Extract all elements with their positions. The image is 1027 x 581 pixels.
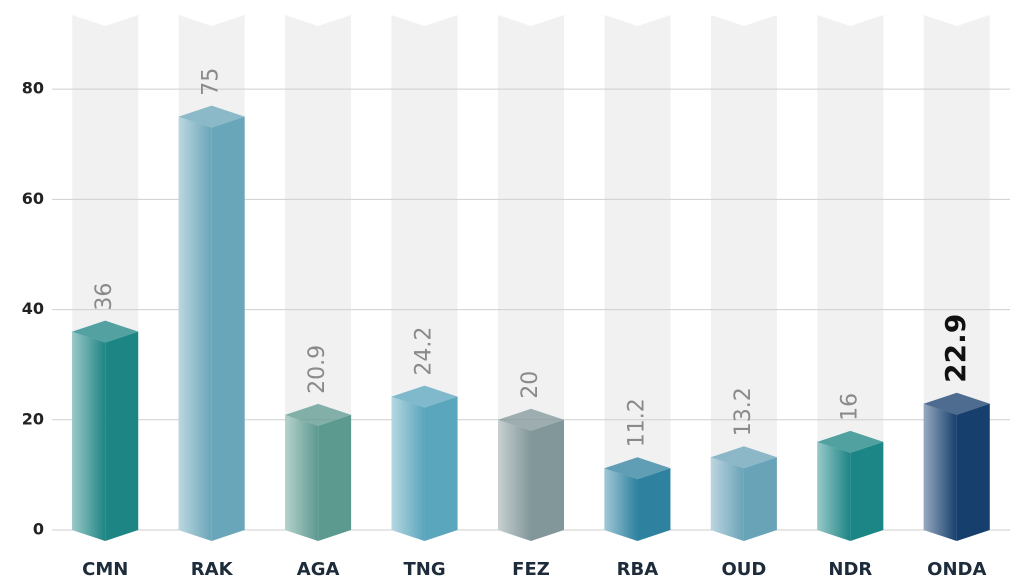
value-label: 36: [92, 283, 117, 311]
x-tick-label: FEZ: [512, 559, 550, 580]
bar-right-face: [956, 403, 990, 541]
bar: [498, 408, 564, 541]
bar-left-shine: [817, 441, 851, 541]
bar-right-face: [424, 396, 458, 541]
bar-cap: [72, 320, 139, 343]
bar-left-shine: [710, 457, 744, 541]
bar: [391, 385, 458, 541]
y-tick-label: 40: [22, 299, 44, 318]
bar-left-shine: [604, 468, 638, 541]
bar: [817, 430, 884, 541]
x-tick-label: AGA: [297, 559, 340, 580]
bar: [604, 457, 671, 541]
bar-right-face: [105, 331, 139, 541]
x-tick-label: TNG: [403, 559, 445, 580]
value-label: 75: [199, 68, 224, 96]
value-label: 13.2: [731, 387, 756, 436]
bar-right-face: [850, 441, 884, 541]
bar-right-face: [211, 116, 245, 541]
bar: [710, 446, 777, 541]
background-column: [710, 15, 777, 541]
bar-right-face: [637, 468, 671, 541]
bar-left-shine: [285, 414, 319, 541]
value-label: 20: [518, 371, 543, 399]
value-label: 11.2: [624, 398, 649, 447]
x-tick-label: CMN: [82, 559, 128, 580]
bar-right-face: [531, 419, 564, 541]
bar-left-shine: [72, 331, 106, 541]
bar-cap: [817, 430, 884, 453]
bar-cap: [285, 403, 352, 426]
x-tick-label: OUD: [721, 559, 766, 580]
value-label: 20.9: [305, 345, 330, 394]
value-label: 16: [837, 393, 862, 421]
background-column: [498, 15, 564, 541]
bar-cap: [498, 408, 564, 431]
x-tick-label: RBA: [617, 559, 659, 580]
y-tick-label: 60: [22, 189, 44, 208]
y-tick-label: 0: [33, 520, 44, 539]
value-label: 22.9: [939, 314, 972, 383]
bar-cap: [710, 446, 777, 469]
bar-cap: [178, 105, 245, 128]
bar-left-shine: [923, 403, 957, 541]
x-tick-label: RAK: [191, 559, 234, 580]
bar-right-face: [743, 457, 777, 541]
bar-right-face: [318, 414, 352, 541]
x-tick-label: NDR: [828, 559, 872, 580]
bar-cap: [604, 457, 671, 480]
bar-left-shine: [498, 419, 531, 541]
bar: [923, 392, 990, 541]
background-column: [604, 15, 671, 541]
bar-left-shine: [391, 396, 425, 541]
y-tick-label: 80: [22, 79, 44, 98]
bar-left-shine: [178, 116, 212, 541]
bar: [72, 320, 139, 541]
y-tick-label: 20: [22, 409, 44, 428]
bar-cap: [391, 385, 458, 408]
bar: [178, 105, 245, 541]
value-label: 24.2: [412, 327, 437, 376]
bar: [285, 403, 352, 541]
bar-cap: [923, 392, 990, 415]
x-tick-label: ONDA: [927, 559, 986, 580]
background-column: [817, 15, 884, 541]
